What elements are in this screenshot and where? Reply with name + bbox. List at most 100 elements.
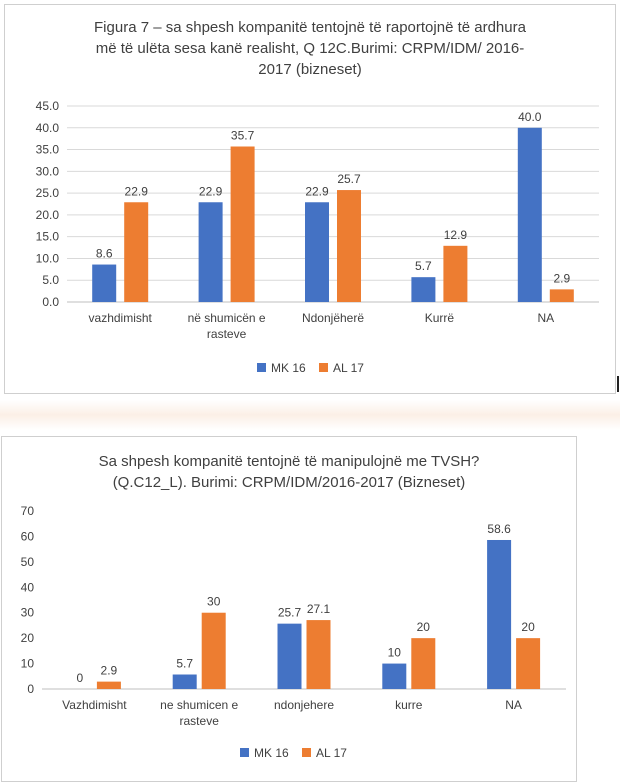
bar-al-17 [549,289,574,302]
bar-al-17 [443,245,468,302]
data-label: 22.9 [199,184,223,198]
data-label: 22.9 [125,184,149,198]
x-tick-label: ndonjehere [274,698,334,712]
bar-al-17 [306,620,331,689]
data-label: 35.7 [231,129,255,143]
y-tick-label: 30.0 [36,164,60,178]
y-tick-label: 15.0 [36,230,60,244]
data-label: 25.7 [337,172,361,186]
x-tick-label: Vazhdimisht [62,698,127,712]
x-tick-label-line: Vazhdimisht [62,698,127,712]
legend-swatch-mk-16 [240,748,249,757]
y-tick-label: 35.0 [36,143,60,157]
legend-swatch-mk-16 [257,363,266,372]
chart-2-title: Sa shpesh kompanitë tentojnë të manipulo… [2,451,576,493]
x-tick-label-line: Kurrë [425,311,455,325]
chart-1-title-line-2: më të ulëta sesa kanë realisht, Q 12C.Bu… [95,40,525,57]
bar-al-17 [516,638,541,689]
y-tick-label: 40 [21,580,35,594]
data-label: 2.9 [553,271,570,285]
chart-2-title-line-2: (Q.C12_L). Burimi: CRPM/IDM/2016-2017 (B… [112,474,466,491]
y-tick-label: 50 [21,555,35,569]
x-tick-label-line: në shumicën e [188,311,266,325]
chart-1-title-line-3: 2017 (bizneset) [258,61,362,78]
data-label: 12.9 [444,228,468,242]
legend-swatch-al-17 [319,363,328,372]
bar-mk-16 [277,623,302,689]
data-label: 25.7 [278,606,302,620]
chart-panel-2: Sa shpesh kompanitë tentojnë të manipulo… [1,436,577,782]
x-tick-label: NA [537,311,554,325]
x-tick-label-line: ndonjehere [274,698,334,712]
y-tick-label: 0.0 [42,295,59,309]
bar-mk-16 [92,264,117,302]
legend-label: MK 16 [254,746,289,760]
legend-label: AL 17 [333,361,364,375]
bar-mk-16 [487,539,512,689]
bar-al-17 [337,190,361,302]
y-tick-label: 0 [27,682,34,696]
bar-mk-16 [517,127,542,303]
data-label: 2.9 [101,664,118,678]
x-tick-label-line: NA [505,698,522,712]
data-label: 0 [77,671,84,685]
data-label: 20 [417,620,431,634]
x-tick-label: ne shumicen e rasteve [160,698,238,728]
x-tick-label-line: kurre [395,698,423,712]
data-label: 30 [207,595,221,609]
x-tick-label-line: rasteve [207,327,247,341]
y-tick-label: 60 [21,529,35,543]
y-tick-label: 30 [21,606,35,620]
legend-label: AL 17 [316,746,347,760]
legend-swatch-al-17 [302,748,311,757]
chart-1-svg: 0.0 5.0 10.0 15.0 20.0 25.0 30.0 35.0 40.0 45.0 8.… [36,99,599,375]
x-tick-label-line: vazhdimisht [89,311,153,325]
bar-al-17 [96,681,121,689]
bar-mk-16 [411,277,436,302]
data-label: 10 [388,646,402,660]
x-tick-label: në shumicën e rasteve [188,311,266,341]
data-label: 8.6 [96,247,113,261]
bar-mk-16 [172,674,197,689]
data-label: 5.7 [176,657,193,671]
y-tick-label: 20.0 [36,208,60,222]
edge-mark [617,376,619,392]
chart-2-svg: 0 10 20 30 40 50 60 70 0 2.9 Vazhdimisht 5.7 30 ne sh… [21,504,566,760]
y-tick-label: 25.0 [36,186,60,200]
data-label: 40.0 [518,110,542,124]
bar-al-17 [124,202,149,302]
y-tick-label: 20 [21,631,35,645]
bar-al-17 [230,146,255,302]
x-tick-label-line: rasteve [180,714,220,728]
legend-label: MK 16 [271,361,306,375]
bar-mk-16 [382,663,407,689]
x-tick-label-line: Ndonjëherë [302,311,364,325]
data-label: 22.9 [305,184,329,198]
bar-al-17 [411,638,436,689]
data-label: 27.1 [307,602,331,616]
y-tick-label: 40.0 [36,121,60,135]
bar-mk-16 [305,202,329,302]
separator-band [0,400,620,430]
x-tick-label-line: NA [537,311,554,325]
chart-1-title: Figura 7 – sa shpesh kompanitë tentojnë … [5,17,615,80]
x-tick-label-line: ne shumicen e [160,698,238,712]
bar-mk-16 [198,202,223,302]
x-tick-label: Ndonjëherë [302,311,364,325]
y-tick-label: 45.0 [36,99,60,113]
y-tick-label: 10.0 [36,251,60,265]
x-tick-label: kurre [395,698,423,712]
x-tick-label: NA [505,698,522,712]
x-tick-label: vazhdimisht [89,311,153,325]
bar-al-17 [201,612,226,689]
y-tick-label: 5.0 [42,273,59,287]
chart-1-title-line-1: Figura 7 – sa shpesh kompanitë tentojnë … [94,19,526,36]
y-tick-label: 70 [21,504,35,518]
data-label: 5.7 [415,259,432,273]
data-label: 58.6 [487,522,511,536]
data-label: 20 [521,620,535,634]
y-tick-label: 10 [21,657,35,671]
chart-panel-1: Figura 7 – sa shpesh kompanitë tentojnë … [4,4,616,394]
x-tick-label: Kurrë [425,311,455,325]
chart-2-title-line-1: Sa shpesh kompanitë tentojnë të manipulo… [98,453,480,470]
